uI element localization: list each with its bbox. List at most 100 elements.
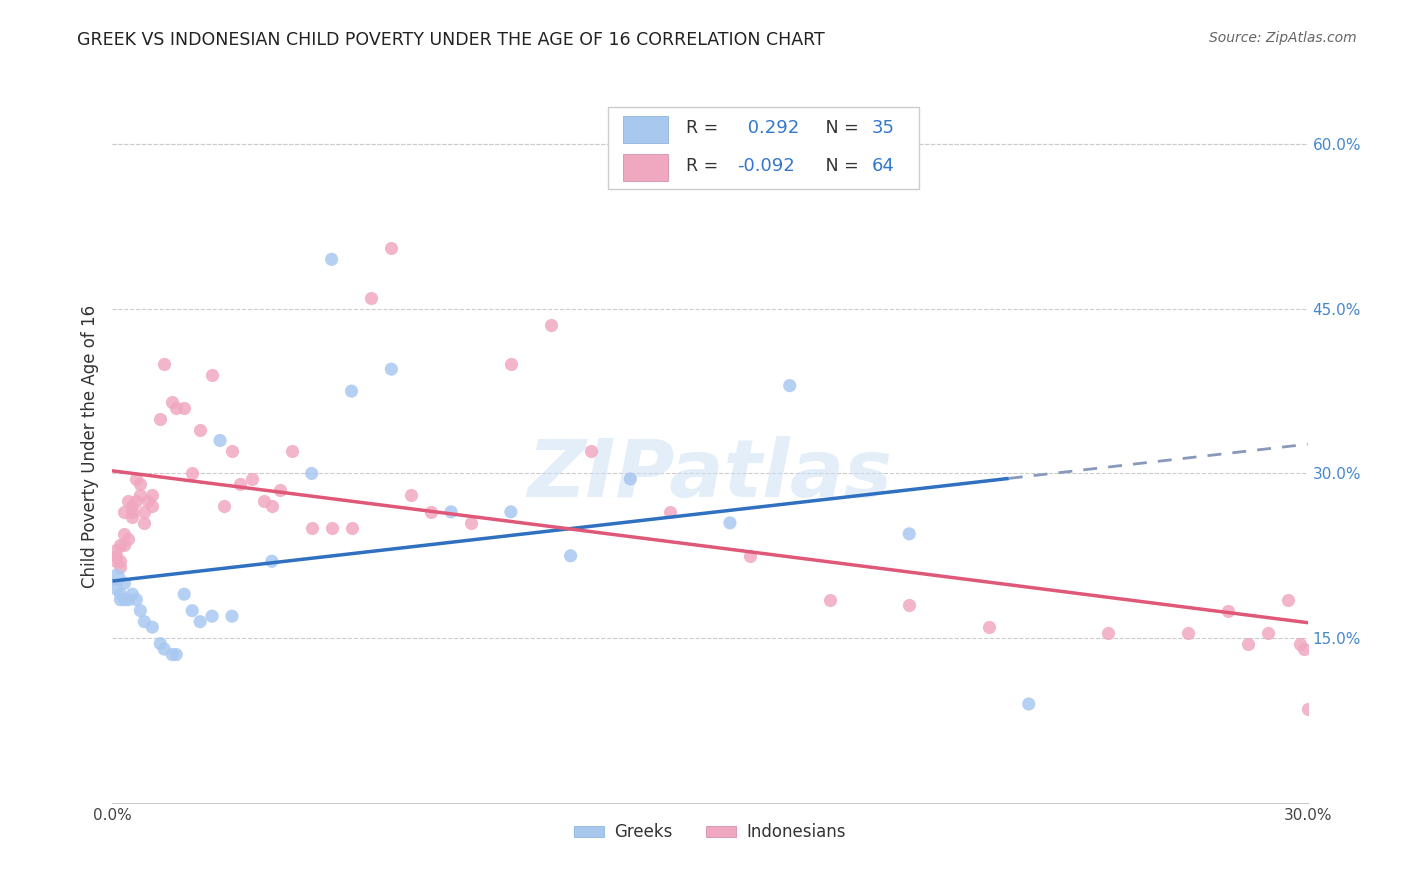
Point [125, 494, 148, 508]
Point [114, 505, 135, 519]
Point [1216, 604, 1239, 618]
Point [114, 592, 135, 607]
Point [260, 500, 283, 514]
Point [114, 526, 135, 541]
Point [499, 357, 522, 371]
Text: ZIPatlas: ZIPatlas [527, 435, 893, 514]
Point [117, 533, 139, 547]
Point [229, 477, 252, 491]
Point [1296, 702, 1319, 716]
Point [738, 549, 761, 563]
Point [129, 488, 152, 502]
Point [153, 357, 176, 371]
Point [401, 488, 423, 502]
Point [659, 505, 682, 519]
Point [718, 516, 741, 530]
Legend: Greeks, Indonesians: Greeks, Indonesians [568, 817, 852, 848]
Point [114, 538, 135, 552]
Point [898, 526, 921, 541]
Point [105, 571, 128, 585]
Point [779, 378, 801, 392]
Point [221, 609, 243, 624]
Point [321, 252, 343, 267]
Text: 64: 64 [872, 157, 894, 175]
Point [134, 615, 156, 629]
Point [540, 318, 562, 333]
Point [121, 510, 143, 524]
Point [201, 609, 224, 624]
Point [1257, 625, 1279, 640]
Point [188, 615, 211, 629]
Point [141, 620, 163, 634]
Point [153, 642, 176, 657]
Point [1097, 625, 1119, 640]
Point [221, 444, 243, 458]
Text: 35: 35 [872, 120, 894, 137]
Point [321, 521, 343, 535]
Point [340, 384, 363, 398]
Point [110, 538, 132, 552]
Point [209, 434, 232, 448]
Point [162, 648, 183, 662]
Point [240, 472, 263, 486]
Point [117, 592, 139, 607]
Point [1288, 637, 1310, 651]
Point [181, 604, 204, 618]
Point [162, 395, 183, 409]
Point [134, 505, 156, 519]
Point [110, 592, 132, 607]
Point [1237, 637, 1260, 651]
Point [260, 554, 283, 568]
Point [117, 494, 139, 508]
Point [420, 505, 443, 519]
Text: Source: ZipAtlas.com: Source: ZipAtlas.com [1209, 31, 1357, 45]
Point [181, 467, 204, 481]
Point [269, 483, 291, 497]
Point [121, 587, 143, 601]
Point [977, 620, 1000, 634]
Point [165, 401, 187, 415]
Text: N =: N = [810, 120, 865, 137]
Point [281, 444, 304, 458]
Point [360, 291, 382, 305]
Point [125, 592, 148, 607]
Bar [623, 116, 668, 144]
Bar [623, 154, 668, 181]
Point [201, 368, 224, 382]
Point [1277, 592, 1299, 607]
FancyBboxPatch shape [609, 107, 920, 189]
Point [898, 598, 921, 612]
Point [110, 559, 132, 574]
Point [105, 582, 128, 596]
Text: GREEK VS INDONESIAN CHILD POVERTY UNDER THE AGE OF 16 CORRELATION CHART: GREEK VS INDONESIAN CHILD POVERTY UNDER … [77, 31, 825, 49]
Point [105, 543, 128, 558]
Point [149, 411, 172, 425]
Point [134, 516, 156, 530]
Point [818, 592, 841, 607]
Point [460, 516, 482, 530]
Point [499, 505, 522, 519]
Point [340, 521, 363, 535]
Point [165, 648, 187, 662]
Point [129, 477, 152, 491]
Point [138, 494, 160, 508]
Y-axis label: Child Poverty Under the Age of 16: Child Poverty Under the Age of 16 [80, 304, 98, 588]
Text: N =: N = [810, 157, 865, 175]
Point [579, 444, 602, 458]
Point [188, 423, 211, 437]
Point [141, 500, 163, 514]
Point [380, 241, 402, 255]
Point [121, 505, 143, 519]
Point [105, 549, 128, 563]
Point [125, 472, 148, 486]
Point [141, 488, 163, 502]
Point [253, 494, 276, 508]
Text: -0.092: -0.092 [738, 157, 796, 175]
Text: R =: R = [686, 120, 724, 137]
Point [440, 505, 463, 519]
Point [173, 401, 195, 415]
Point [129, 604, 152, 618]
Point [149, 637, 172, 651]
Point [619, 472, 641, 486]
Point [121, 500, 143, 514]
